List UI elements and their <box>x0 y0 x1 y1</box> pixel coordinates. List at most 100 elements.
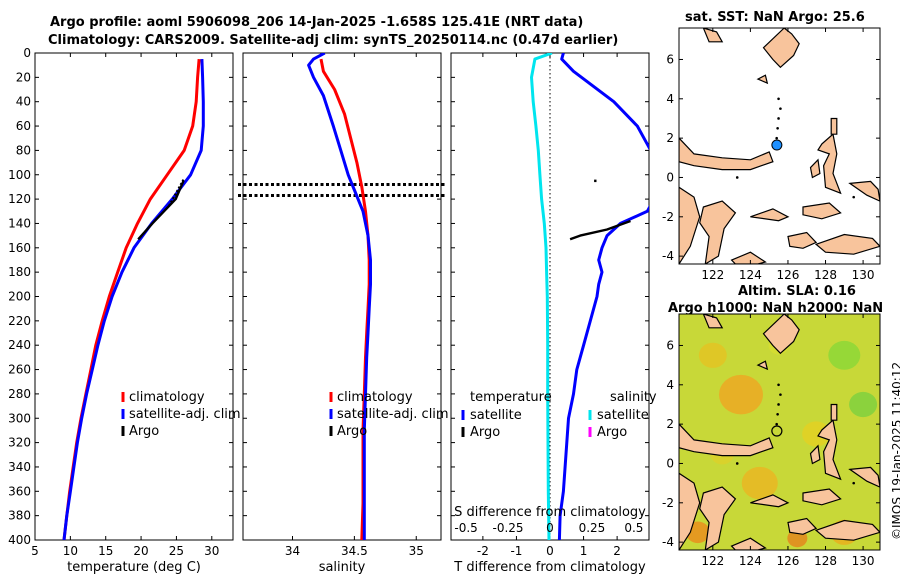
argo-float-marker <box>771 139 783 151</box>
map-sst-frame <box>678 27 881 265</box>
title-line-2: Climatology: CARS2009. Satellite-adj cli… <box>48 33 619 48</box>
island-dot <box>776 413 779 416</box>
land-polygon <box>848 466 880 488</box>
land-polygon <box>750 208 790 222</box>
depth-tick-label: 0 <box>23 46 31 60</box>
land-polygon <box>756 360 769 371</box>
island-dot <box>777 97 780 101</box>
map-sst-ytick-label: 6 <box>666 52 674 66</box>
land-polygon <box>830 403 838 421</box>
map-altim-xtick-label: 128 <box>814 554 837 568</box>
island-dot <box>735 462 739 465</box>
temperature-xtick-label: 10 <box>63 544 78 558</box>
difference-xtick-label: 2 <box>613 544 621 558</box>
map-sst-xtick-label: 128 <box>814 268 837 282</box>
land-polygon <box>802 202 842 220</box>
depth-tick-label: 200 <box>8 290 31 304</box>
diff-legend-title-salinity: salinity <box>610 390 657 405</box>
map-altim-xtick-label: 126 <box>777 554 800 568</box>
map-altim-ytick-label: -4 <box>662 535 674 549</box>
difference-xtick-label: -2 <box>477 544 489 558</box>
island-dot <box>779 107 782 110</box>
temperature-xtick-label: 5 <box>31 544 39 558</box>
diff-top-xlabel: S difference from climatology <box>454 505 646 520</box>
temperature-series-argo <box>137 180 185 241</box>
map-altim-xtick-label: 122 <box>701 554 724 568</box>
land-polygon <box>848 180 880 202</box>
difference-series-salinity-satellite <box>530 53 553 540</box>
difference-xtick-label: 0 <box>546 544 554 558</box>
depth-tick-label: 260 <box>8 363 31 377</box>
depth-tick-label: 160 <box>8 241 31 255</box>
diff-top-xtick-label: -0.25 <box>493 521 524 535</box>
difference-xlabel: T difference from climatology <box>453 560 646 575</box>
depth-tick-label: 140 <box>8 216 31 230</box>
map-altim-ytick-label: 4 <box>666 378 674 392</box>
land-polygon <box>802 488 842 506</box>
island-dot <box>777 117 780 120</box>
island-dot <box>735 176 739 179</box>
salinity-series-satellite-adj-clim <box>307 53 372 540</box>
sla-anomaly-blob <box>741 466 778 500</box>
salinity-xlabel: salinity <box>319 560 366 575</box>
temperature-legend-label: climatology <box>129 390 205 405</box>
land-polygon <box>809 158 821 179</box>
land-polygon <box>679 472 701 550</box>
land-polygon <box>817 133 842 195</box>
diff-top-xtick-label: 0.5 <box>624 521 643 535</box>
salinity-xtick-label: 34.5 <box>341 544 368 558</box>
map-sst-xtick-label: 130 <box>852 268 875 282</box>
island-dot <box>779 393 782 396</box>
map-sst-ytick-label: 2 <box>666 131 674 145</box>
temperature-xtick-label: 30 <box>204 544 219 558</box>
temperature-legend-label: satellite-adj. clim <box>129 407 241 422</box>
temperature-xtick-label: 15 <box>98 544 113 558</box>
salinity-legend-label: satellite-adj. clim <box>337 407 449 422</box>
island-dot <box>775 422 778 426</box>
island-dot <box>777 403 780 406</box>
depth-tick-label: 100 <box>8 168 31 182</box>
sla-anomaly-blob <box>849 391 878 418</box>
map-sst-xtick-label: 124 <box>739 268 762 282</box>
depth-tick-label: 20 <box>16 70 31 84</box>
land-polygon <box>809 444 821 465</box>
depth-tick-label: 240 <box>8 338 31 352</box>
salinity-axes-frame <box>242 52 442 541</box>
map-altim-ytick-label: 6 <box>666 338 674 352</box>
diff-top-xtick-label: 0.25 <box>579 521 606 535</box>
map-sst-group <box>679 28 880 264</box>
temperature-xlabel: temperature (deg C) <box>67 560 201 575</box>
sla-anomaly-blob <box>718 374 763 415</box>
title-line-1: Argo profile: aoml 5906098_206 14-Jan-20… <box>50 15 584 30</box>
land-polygon <box>730 537 767 550</box>
depth-tick-label: 380 <box>8 509 31 523</box>
diff-legend-label-temp-satellite: satellite <box>470 408 522 423</box>
land-polygon <box>814 519 880 541</box>
difference-series-temperature-argo <box>569 219 631 241</box>
temperature-argo-upper-dotted <box>168 179 185 206</box>
salinity-legend-label: climatology <box>337 390 413 405</box>
depth-tick-label: 300 <box>8 411 31 425</box>
depth-tick-label: 180 <box>8 265 31 279</box>
difference-xtick-label: -1 <box>510 544 522 558</box>
map-altim-group <box>679 314 880 550</box>
salinity-legend-label: Argo <box>337 424 367 439</box>
map-altim-ytick-label: -2 <box>662 496 674 510</box>
depth-tick-label: 320 <box>8 436 31 450</box>
island-dot <box>852 481 856 485</box>
land-polygon <box>787 517 818 535</box>
diff-legend-label-temp-argo: Argo <box>470 425 500 440</box>
depth-tick-label: 280 <box>8 387 31 401</box>
island-dot <box>777 383 780 387</box>
land-polygon <box>679 423 774 457</box>
depth-tick-label: 340 <box>8 460 31 474</box>
diff-legend-title-temperature: temperature <box>470 390 552 405</box>
altim-map-subtitle: Argo h1000: NaN h2000: NaN <box>668 301 884 316</box>
depth-tick-label: 40 <box>16 95 31 109</box>
map-sst-ytick-label: 0 <box>666 170 674 184</box>
land-polygon <box>699 486 737 550</box>
land-polygon <box>762 28 800 69</box>
sla-anomaly-blob <box>802 421 831 447</box>
depth-tick-label: 120 <box>8 192 31 206</box>
